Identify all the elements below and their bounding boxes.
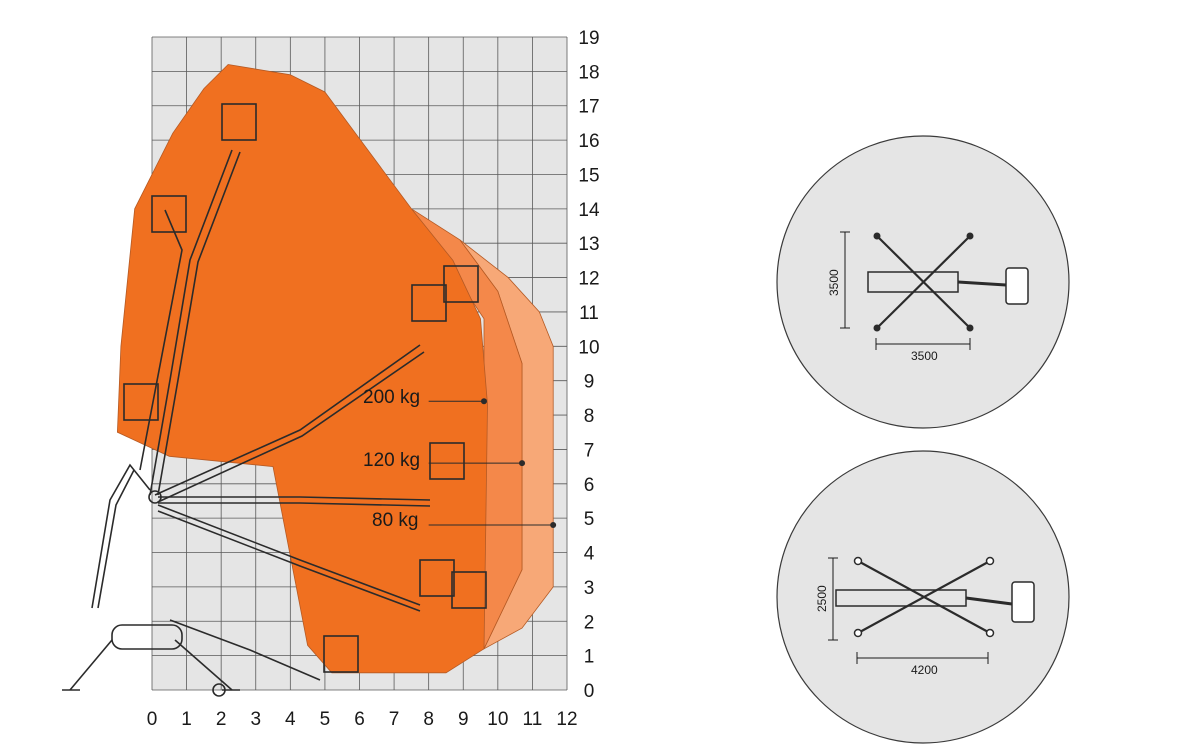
y-tick-label: 12 [578,269,599,290]
boom-diagonal-low-2 [157,510,421,612]
load-dot-0 [481,398,487,405]
pad-3 [873,324,881,332]
x-tick-label: 1 [181,709,192,730]
y-tick-label: 6 [584,475,595,496]
y-tick-label: 9 [584,372,595,393]
x-tick-label: 12 [556,709,577,730]
y-tick-label: 10 [578,337,599,358]
outrigger-right [174,639,233,691]
y-tick-label: 19 [578,28,599,49]
y-tick-label: 16 [578,131,599,152]
outrigger-left [69,639,113,691]
pad-2 [966,232,974,240]
x-tick-label: 11 [523,709,543,730]
x-axis-ticks: 0 1 2 3 4 5 6 7 8 9 10 11 12 [147,709,578,730]
x-tick-label: 6 [354,709,365,730]
footprint-wide: 3500 3500 [776,135,1070,429]
boom-down [169,619,321,681]
basket-low-2 [451,571,487,609]
footprint-narrow-width-label: 2500 [815,585,829,612]
basket-top-2 [1011,581,1035,623]
y-tick-label: 3 [584,578,595,599]
x-tick-label: 9 [458,709,469,730]
y-tick-label: 8 [584,406,595,427]
boom-horizontal [158,496,431,501]
y-tick-label: 14 [578,200,600,221]
basket-mid [429,442,465,480]
boom-vertical [149,149,233,496]
y-tick-label: 2 [584,612,595,633]
x-tick-label: 8 [423,709,434,730]
load-label-200: 200 kg [363,387,420,408]
y-tick-label: 7 [584,440,595,461]
y-tick-label: 11 [579,303,599,324]
boom-top-2 [965,596,1013,606]
boom-diagonal-high [154,344,421,496]
boom-left [139,209,183,471]
pad-1 [873,232,881,240]
footprint-wide-width-label: 3500 [827,269,841,296]
y-tick-label: 4 [584,544,595,565]
y-tick-label: 15 [578,165,599,186]
rotation-point [212,683,226,697]
pad-n3 [853,628,863,638]
boom-top-1 [957,280,1007,287]
load-markers [428,398,557,529]
outrigger-diag-2 [876,235,971,329]
footprint-narrow: 2500 4200 [776,450,1070,744]
load-label-120: 120 kg [363,450,420,471]
pad-n2 [985,556,995,566]
x-tick-label: 2 [216,709,227,730]
boom-diagonal-high-2 [157,351,425,503]
pad-4 [966,324,974,332]
y-tick-label: 13 [578,234,599,255]
basket-left [151,195,187,233]
y-tick-label: 5 [584,509,595,530]
x-tick-label: 7 [389,709,400,730]
outrigger-narrow-2 [857,560,991,634]
y-tick-label: 18 [578,62,599,83]
lower-boom [91,463,151,609]
basket-low-1 [419,559,455,597]
load-dot-2 [550,522,557,529]
x-tick-label: 5 [320,709,331,730]
x-tick-label: 4 [285,709,296,730]
basket-top-1 [1005,267,1029,305]
load-dot-1 [519,460,526,467]
x-tick-label: 3 [250,709,261,730]
boom-horizontal-2 [158,502,431,507]
basket-high-1 [411,284,447,322]
basket-high-2 [443,265,479,303]
basket-far-left [123,383,159,421]
pad-n4 [985,628,995,638]
boom-vertical-2 [157,151,241,496]
lower-boom-2 [97,469,135,609]
x-tick-label: 10 [487,709,508,730]
footprint-wide-length-label: 3500 [911,349,938,363]
boom-diagonal-low [157,504,421,606]
pad-n1 [853,556,863,566]
machine-drawing [62,103,487,697]
y-tick-label: 1 [584,647,595,668]
y-tick-label: 0 [584,681,595,702]
footprint-narrow-length-label: 4200 [911,663,938,677]
basket-ground [323,635,359,673]
load-label-80: 80 kg [372,510,418,531]
track-base [111,624,183,650]
basket-top [221,103,257,141]
y-tick-label: 17 [578,97,599,118]
x-tick-label: 0 [147,709,158,730]
